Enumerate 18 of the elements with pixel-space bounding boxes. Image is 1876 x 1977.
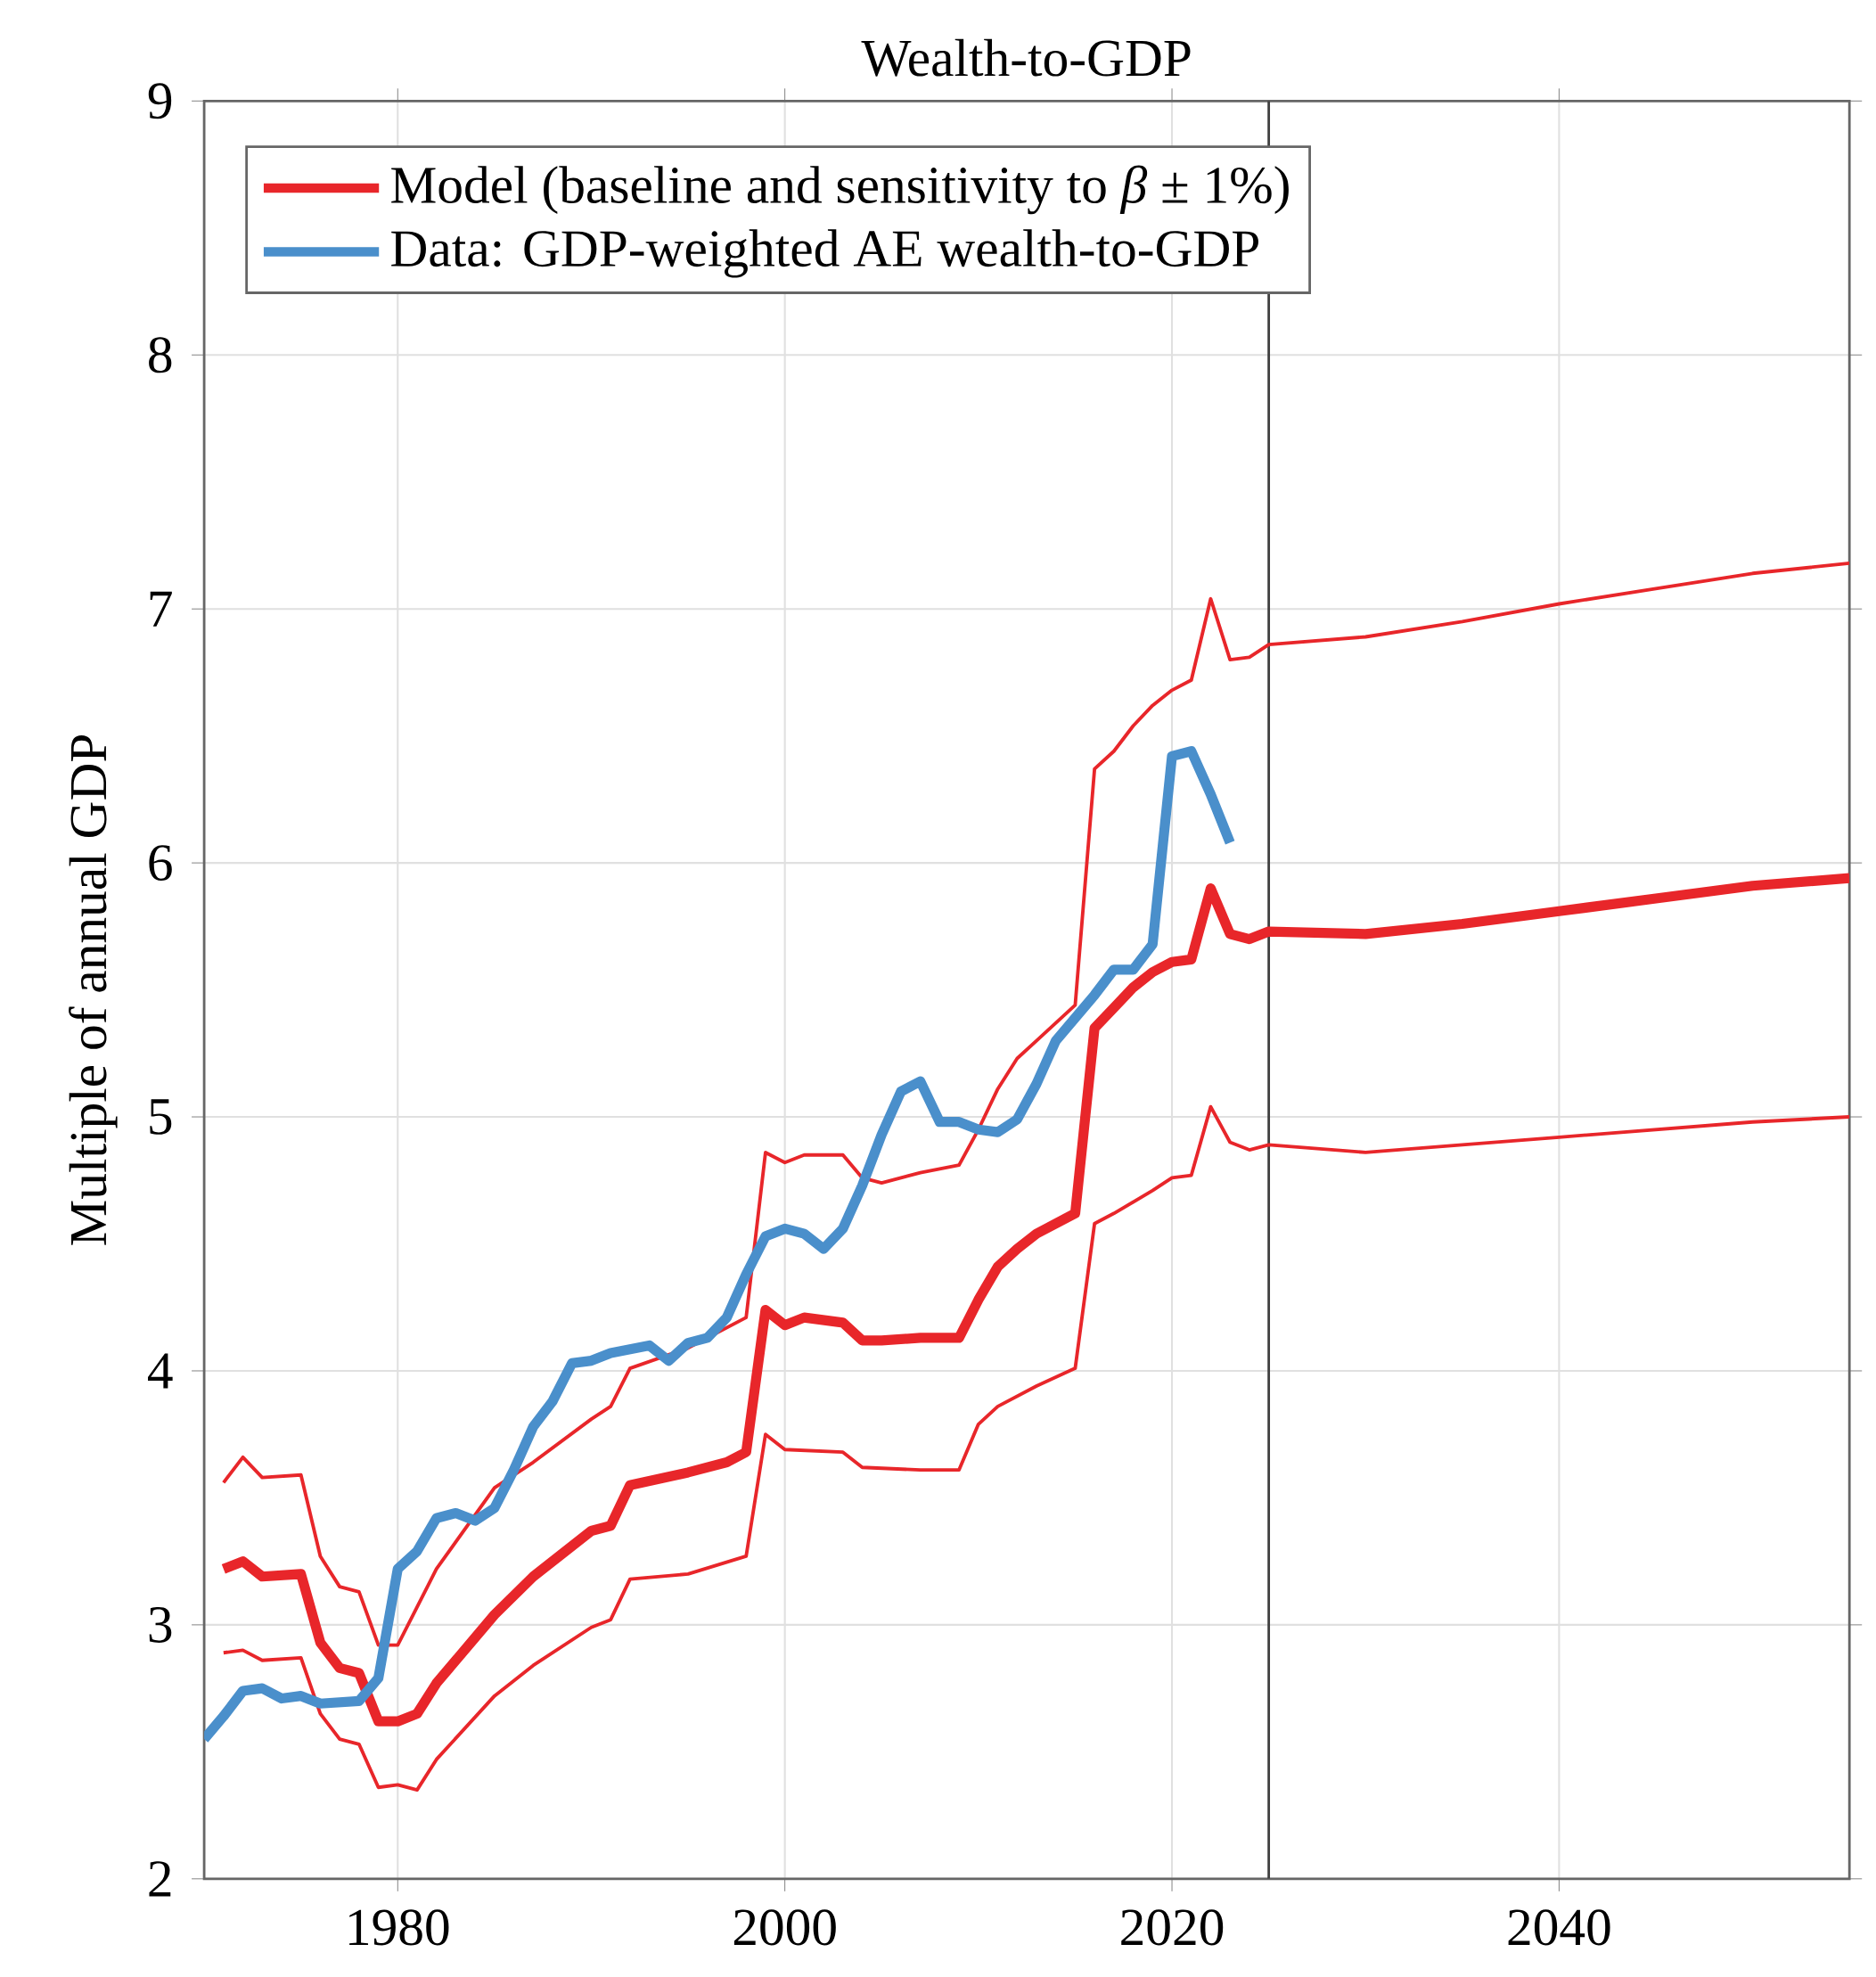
y-tick-label: 4 — [148, 1353, 173, 1389]
x-tick-label: 2040 — [1508, 1909, 1610, 1946]
legend-label: Model (baseline and sensitivity to β ± 1%) — [391, 165, 1289, 215]
x-tick-label: 1980 — [349, 1909, 449, 1946]
y-tick-label: 7 — [150, 591, 172, 627]
y-tick-label: 6 — [149, 845, 172, 882]
y-tick-label: 9 — [148, 83, 172, 119]
x-tick-label: 2000 — [733, 1909, 836, 1946]
y-tick-label: 2 — [149, 1861, 171, 1897]
y-tick-label: 3 — [149, 1606, 172, 1643]
line-series — [221, 561, 1850, 1647]
y-tick-label: 8 — [149, 337, 172, 373]
chart-title: Wealth-to-GDP — [861, 38, 1191, 77]
line-series — [221, 1104, 1850, 1792]
x-tick-label: 2020 — [1121, 1909, 1224, 1946]
y-axis-title: Multiple of annual GDP — [69, 735, 118, 1245]
y-tick-label: 5 — [150, 1099, 172, 1135]
legend-label: Data: GDP-weighted AE wealth-to-GDP — [391, 229, 1258, 278]
